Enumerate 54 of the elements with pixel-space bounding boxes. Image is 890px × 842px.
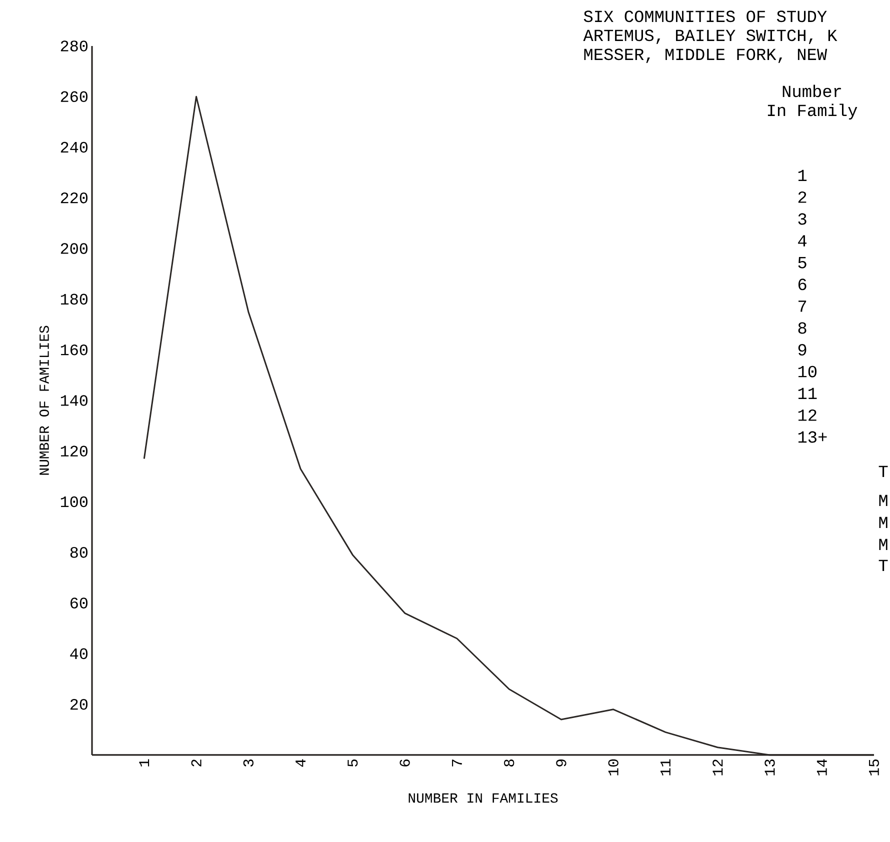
text: T xyxy=(878,560,888,571)
x-tick-label: 9 xyxy=(556,760,566,766)
y-tick-label: 60 xyxy=(70,598,88,608)
annotation: 2 xyxy=(798,191,806,203)
text: ARTEMUS, BAILEY SWITCH, K xyxy=(583,30,838,44)
annotation: 13+ xyxy=(798,431,827,443)
y-tick-label: 100 xyxy=(60,496,88,508)
text: M xyxy=(879,494,888,506)
annotation: 4 xyxy=(798,235,807,246)
annotation: 10 xyxy=(798,366,816,378)
x-tick-label: 4 xyxy=(296,759,306,767)
y-tick-label: 140 xyxy=(60,395,88,406)
x-tick-label: 5 xyxy=(348,759,358,767)
annotation: 9 xyxy=(798,344,806,356)
annotation: 1 xyxy=(798,170,807,181)
text: SIX COMMUNITIES OF STUDY xyxy=(584,10,827,22)
y-tick-label: 160 xyxy=(60,344,88,356)
x-tick-label: 10 xyxy=(608,759,618,776)
x-tick-label: 1 xyxy=(139,759,150,766)
x-tick-label: 13 xyxy=(764,759,775,776)
x-tick-label: 14 xyxy=(816,759,827,776)
y-tick-label: 220 xyxy=(60,192,88,204)
x-tick-label: 12 xyxy=(712,760,723,776)
text: M xyxy=(879,538,888,550)
annotation: 5 xyxy=(798,257,806,268)
y-tick-label: 180 xyxy=(60,294,88,305)
annotation: 3 xyxy=(798,213,806,225)
text: M xyxy=(879,516,888,528)
annotation: 8 xyxy=(798,322,806,334)
y-tick-label: 280 xyxy=(60,40,88,52)
annotation: 6 xyxy=(798,278,806,290)
y-tick-label: 20 xyxy=(70,698,88,710)
y-tick-label: 200 xyxy=(60,243,88,254)
annotation: 7 xyxy=(798,300,806,312)
y-tick-label: 120 xyxy=(60,446,88,457)
x-tick-label: 6 xyxy=(400,759,410,766)
x-axis-title: NUMBER IN FAMILIES xyxy=(408,793,558,803)
annotation: In Family xyxy=(768,104,858,120)
x-tick-label: 11 xyxy=(660,759,670,776)
y-axis-title: NUMBER OF FAMILIES xyxy=(39,326,49,475)
annotation: MESSER, MIDDLE FORK, NEW xyxy=(584,48,828,63)
annotation: 11 xyxy=(798,388,817,399)
x-tick-label: 2 xyxy=(191,760,202,766)
annotation: 12 xyxy=(798,409,816,421)
text: T xyxy=(878,466,888,477)
y-tick-label: 260 xyxy=(60,91,88,102)
y-tick-label: 240 xyxy=(60,142,88,153)
x-tick-label: 7 xyxy=(452,760,462,766)
annotation: Number xyxy=(782,84,841,98)
x-tick-label: 15 xyxy=(869,759,879,776)
y-tick-label: 40 xyxy=(70,648,88,660)
x-tick-label: 3 xyxy=(243,759,254,767)
y-tick-label: 80 xyxy=(70,547,88,558)
x-tick-label: 8 xyxy=(504,759,514,767)
